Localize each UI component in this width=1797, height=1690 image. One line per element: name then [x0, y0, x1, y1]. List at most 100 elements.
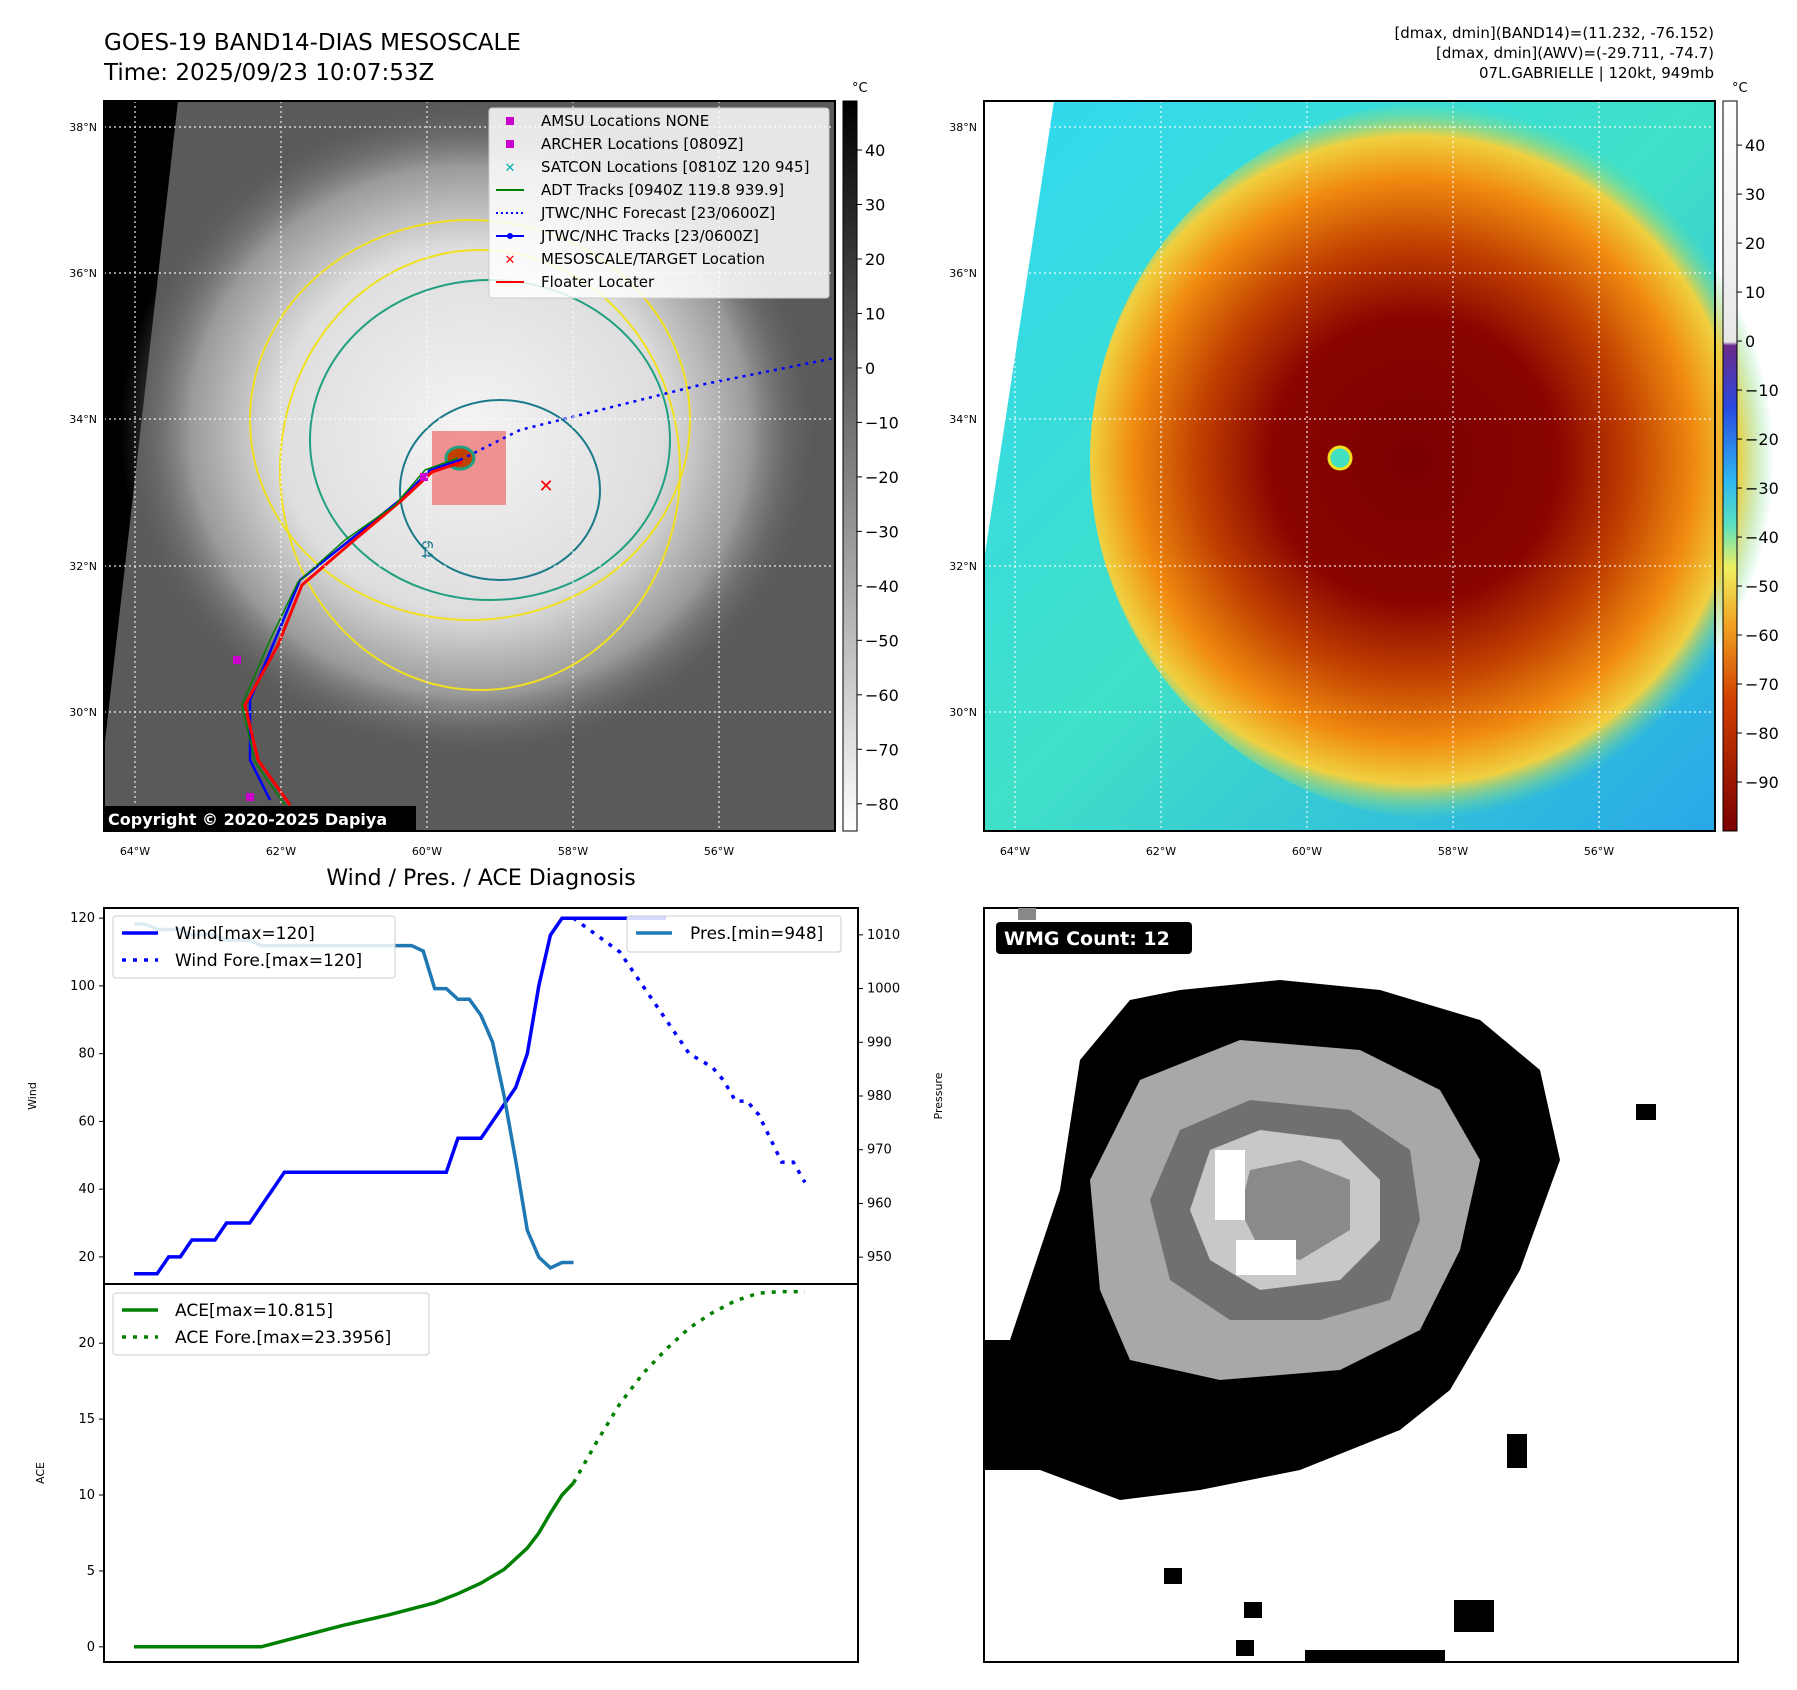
- lat-label: 30°N: [69, 706, 97, 719]
- pressure-legend: [626, 915, 842, 953]
- lon-label: 62°W: [1146, 845, 1176, 858]
- wmg-speck-4: [1244, 1602, 1262, 1618]
- lat-label: 38°N: [69, 121, 97, 134]
- ir-contour-yellow: [249, 219, 691, 621]
- series-ace: [134, 1481, 575, 1649]
- legend-label: JTWC/NHC Tracks [23/0600Z]: [540, 227, 759, 245]
- ace-ytick-label: 20: [78, 1336, 95, 1351]
- ace-ytick-label: 0: [87, 1640, 95, 1655]
- pressure-ytick-label: 1000: [867, 982, 900, 997]
- legend-label: AMSU Locations NONE: [541, 112, 709, 130]
- wind-ylabel: Wind: [26, 1082, 39, 1110]
- wmg-speck-8: [1018, 908, 1036, 920]
- legend-label: JTWC/NHC Forecast [23/0600Z]: [540, 204, 775, 222]
- wmg-speck-5: [1454, 1600, 1494, 1632]
- lat-label: 32°N: [949, 560, 977, 573]
- pressure-ytick-label: 980: [867, 1089, 892, 1104]
- lon-label: 58°W: [558, 845, 588, 858]
- lon-label: 62°W: [266, 845, 296, 858]
- wmg-speck-7: [1305, 1650, 1445, 1662]
- colorbar-tick-label: −40: [865, 577, 899, 596]
- legend-symbol-square: [506, 117, 514, 125]
- wmg-speck-3: [1164, 1568, 1182, 1584]
- colorbar-tick-label: −50: [865, 631, 899, 650]
- colorbar-tick-label: −30: [865, 522, 899, 541]
- copyright-box: [104, 806, 416, 831]
- colorbar-tick-label: 20: [1745, 234, 1765, 253]
- legend-label: SATCON Locations [0810Z 120 945]: [541, 158, 809, 176]
- colorbar-right-ticks: 40 30 20 10 0 −10 −20 −30 −40 −50 −60 −70 −80 −90: [1737, 136, 1779, 792]
- info-storm: 07L.GABRIELLE | 120kt, 949mb: [1479, 64, 1714, 82]
- colorbar-tick-label: −90: [1745, 773, 1779, 792]
- ace-legend-label: ACE[max=10.815]: [175, 1301, 333, 1321]
- chart-title: Wind / Pres. / ACE Diagnosis: [326, 866, 635, 891]
- pressure-ytick-label: 960: [867, 1196, 892, 1211]
- color-lon-labels: 64°W 62°W 60°W 58°W 56°W: [1000, 845, 1614, 858]
- ace-chart: 0 5 10 15 20 ACE[max=10.815] ACE Fore.[max=23.…: [78, 1289, 805, 1655]
- info-awv-range: [dmax, dmin](AWV)=(-29.711, -74.7): [1436, 44, 1714, 62]
- colorbar-tick-label: −70: [1745, 675, 1779, 694]
- colorbar-left-unit: °C: [852, 81, 868, 96]
- pressure-ytick-label: 1010: [867, 928, 900, 943]
- ir-lat-labels: 38°N 36°N 34°N 32°N 30°N: [69, 121, 97, 719]
- ace-legend: [112, 1292, 430, 1356]
- color-map-nodata: [984, 101, 1054, 560]
- colorbar-tick-label: 20: [865, 250, 885, 269]
- colorbar-tick-label: 10: [1745, 283, 1765, 302]
- colorbar-tick-label: 0: [1745, 332, 1755, 351]
- figure-title: GOES-19 BAND14-DIAS MESOSCALE: [104, 30, 521, 56]
- colorbar-tick-label: 30: [1745, 185, 1765, 204]
- archer-marker: [420, 473, 428, 481]
- wmg-panel: WMG Count: 12: [983, 907, 1739, 1663]
- figure-time: Time: 2025/09/23 10:07:53Z: [103, 60, 434, 86]
- colorbar-tick-label: −60: [865, 686, 899, 705]
- ir-map-panel: 64 ✕ Copyright © 2020-2025 Dapiya AMSU: [103, 100, 836, 832]
- wmg-count-box: [996, 922, 1192, 954]
- pressure-ytick-label: 950: [867, 1250, 892, 1265]
- lat-label: 32°N: [69, 560, 97, 573]
- wind-legend-label: Wind[max=120]: [175, 924, 315, 944]
- color-gridlines: [984, 101, 1715, 831]
- adt-track: [241, 457, 459, 806]
- wmg-eye: [1240, 1160, 1350, 1260]
- archer-marker-2: [233, 656, 241, 664]
- wmg-count-label: WMG Count: 12: [1004, 928, 1170, 950]
- nhc-forecast-track: [459, 356, 836, 462]
- lat-label: 30°N: [949, 706, 977, 719]
- legend-symbol-dot: [507, 233, 513, 239]
- pressure-ytick-label: 990: [867, 1035, 892, 1050]
- colorbar-tick-label: −50: [1745, 577, 1779, 596]
- info-band14-range: [dmax, dmin](BAND14)=(11.232, -76.152): [1394, 24, 1714, 42]
- ace-forecast-legend-label: ACE Fore.[max=23.3956]: [175, 1328, 391, 1348]
- colorbar-tick-label: 40: [1745, 136, 1765, 155]
- colorbar-right-unit: °C: [1732, 81, 1748, 96]
- colorbar-tick-label: −40: [1745, 528, 1779, 547]
- colorbar-left: [842, 100, 858, 832]
- wind-ytick-label: 80: [78, 1047, 95, 1062]
- colorbar-tick-label: −70: [865, 740, 899, 759]
- colorbar-tick-label: 40: [865, 141, 885, 160]
- floater-track: [243, 460, 463, 806]
- wind-ytick-label: 40: [78, 1182, 95, 1197]
- lon-label: 64°W: [120, 845, 150, 858]
- archer-marker-3: [246, 793, 254, 801]
- colorbar-tick-label: −80: [865, 795, 899, 814]
- ace-ytick-label: 10: [78, 1488, 95, 1503]
- ace-ytick-label: 15: [78, 1412, 95, 1427]
- legend-label: ADT Tracks [0940Z 119.8 939.9]: [541, 181, 784, 199]
- colorbar-tick-label: 0: [865, 359, 875, 378]
- lon-label: 64°W: [1000, 845, 1030, 858]
- pressure-ylabel: Pressure: [932, 1072, 945, 1119]
- wmg-speck-2: [1507, 1434, 1527, 1468]
- ace-ytick-label: 5: [87, 1564, 95, 1579]
- lat-label: 34°N: [949, 413, 977, 426]
- wind-ytick-label: 120: [70, 911, 95, 926]
- contour-label: 64: [418, 540, 436, 559]
- legend-label: ARCHER Locations [0809Z]: [541, 135, 744, 153]
- lat-label: 36°N: [69, 267, 97, 280]
- legend-label: MESOSCALE/TARGET Location: [541, 250, 765, 268]
- ir-contour-yellow-2: [279, 249, 681, 691]
- legend-label: Floater Locater: [541, 273, 655, 291]
- colorbar-tick-label: −30: [1745, 479, 1779, 498]
- wmg-speck: [1636, 1104, 1656, 1120]
